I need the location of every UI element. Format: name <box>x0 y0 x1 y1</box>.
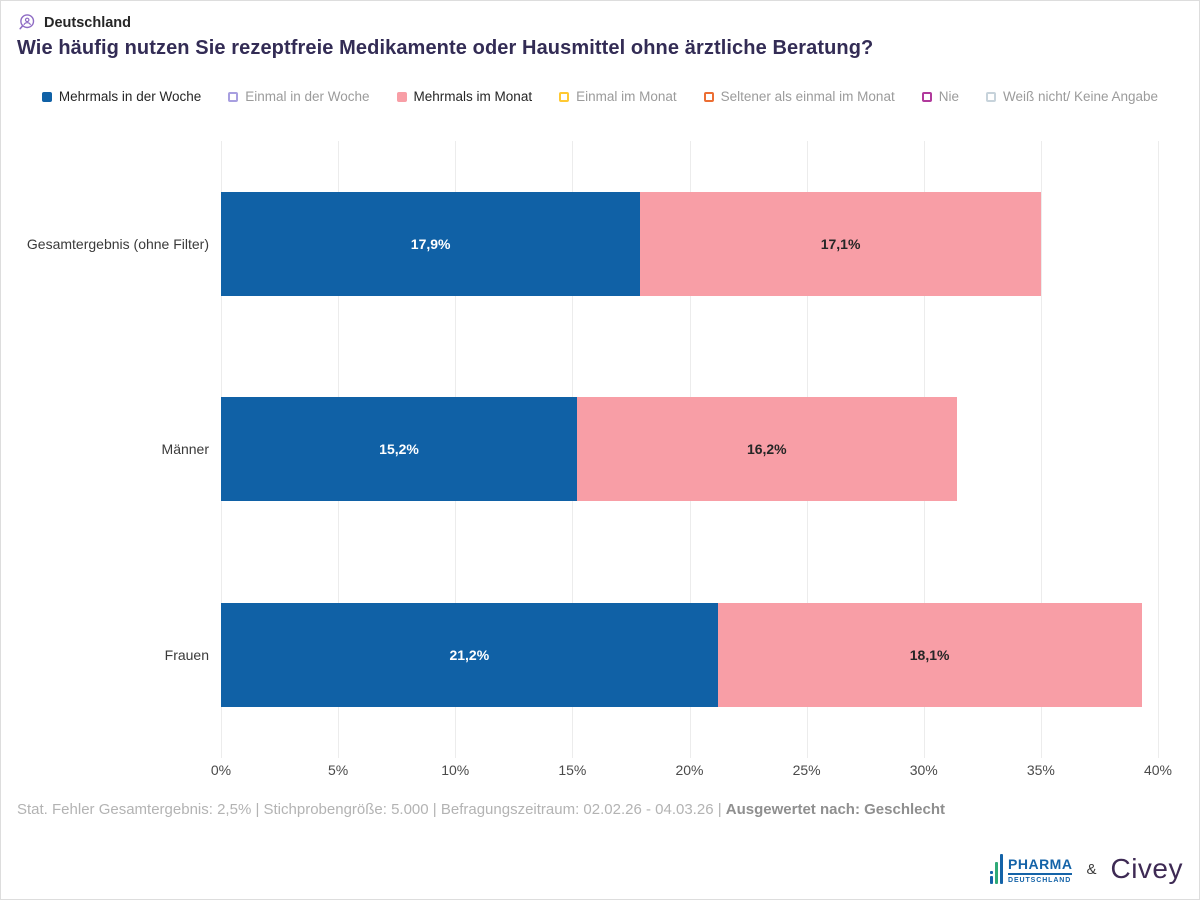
legend-label: Mehrmals in der Woche <box>58 89 202 104</box>
legend-swatch <box>921 91 932 102</box>
x-axis-tick-label: 40% <box>1143 762 1173 778</box>
bar-row: Männer 15,2% 16,2% <box>162 347 1158 553</box>
branding: PHARMA DEUTSCHLAND & Civey <box>990 853 1183 885</box>
bar-value-label: 17,9% <box>410 235 451 252</box>
survey-meta-line: Stat. Fehler Gesamtergebnis: 2,5% | Stic… <box>17 801 945 818</box>
pharma-bars-icon <box>990 854 1004 884</box>
bar-row: Gesamtergebnis (ohne Filter) 17,9% 17,1% <box>27 141 1158 347</box>
legend-swatch <box>985 91 996 102</box>
legend-item-5[interactable]: Nie <box>921 89 959 104</box>
x-axis-tick-label: 5% <box>328 762 349 778</box>
bar-track: 17,9% 17,1% <box>221 191 1158 296</box>
legend-swatch <box>703 91 714 102</box>
legend-item-3[interactable]: Einmal im Monat <box>559 89 677 104</box>
legend-item-1[interactable]: Einmal in der Woche <box>228 89 370 104</box>
legend-item-2[interactable]: Mehrmals im Monat <box>396 89 533 104</box>
person-search-icon <box>17 13 36 32</box>
page-title: Wie häufig nutzen Sie rezeptfreie Medika… <box>17 37 874 59</box>
bar-value-label: 18,1% <box>909 647 950 664</box>
category-label: Gesamtergebnis (ohne Filter) <box>26 235 209 252</box>
evaluated-by-text: Ausgewertet nach: Geschlecht <box>725 801 945 818</box>
bar-chart-plot-area: Gesamtergebnis (ohne Filter) 17,9% 17,1% Mä… <box>27 141 1159 758</box>
region-label: Deutschland <box>44 14 132 31</box>
bar-segment-1[interactable]: 18,1% <box>717 603 1142 708</box>
gridline <box>1040 141 1042 758</box>
bar-value-label: 17,1% <box>820 235 861 252</box>
x-axis-tick-label: 15% <box>558 762 587 778</box>
bar-segment-0[interactable]: 21,2% <box>221 603 718 708</box>
x-axis-tick-label: 10% <box>441 762 470 778</box>
civey-logo: Civey <box>1110 853 1183 884</box>
legend-label: Nie <box>938 89 959 104</box>
survey-stats-text: Stat. Fehler Gesamtergebnis: 2,5% | Stic… <box>17 801 726 818</box>
x-axis-tick-label: 35% <box>1026 762 1055 778</box>
bar-segment-0[interactable]: 17,9% <box>221 191 641 296</box>
bar-segment-1[interactable]: 16,2% <box>577 397 957 502</box>
x-axis: 0% 5% 10% 15% 20% 25% 30% 35% 40% <box>211 758 1172 782</box>
x-axis-tick-label: 25% <box>792 762 821 778</box>
x-axis-tick-label: 0% <box>210 762 232 778</box>
bar-segment-0[interactable]: 15,2% <box>221 397 578 502</box>
bar-track: 21,2% 18,1% <box>221 603 1158 708</box>
legend-label: Einmal in der Woche <box>245 89 370 104</box>
pharma-logo-subtext: DEUTSCHLAND <box>1008 877 1072 884</box>
bar-value-label: 21,2% <box>449 647 490 664</box>
x-axis-tick-label: 20% <box>675 762 704 778</box>
legend-label: Mehrmals im Monat <box>413 89 533 104</box>
gridline <box>1158 141 1159 758</box>
legend-label: Seltener als einmal im Monat <box>720 89 895 104</box>
legend-label: Weiß nicht/ Keine Angabe <box>1002 89 1159 104</box>
category-label: Männer <box>161 441 209 458</box>
bar-track: 15,2% 16,2% <box>221 397 1158 502</box>
bar-row: Frauen 21,2% 18,1% <box>165 552 1158 758</box>
bar-value-label: 16,2% <box>746 441 787 458</box>
bar-value-label: 15,2% <box>379 441 419 458</box>
x-axis-tick-label: 30% <box>909 762 938 778</box>
legend-item-0[interactable]: Mehrmals in der Woche <box>41 89 202 104</box>
legend: Mehrmals in der Woche Einmal in der Woche… <box>1 89 1199 104</box>
legend-swatch <box>41 91 52 102</box>
legend-swatch <box>228 91 239 102</box>
pharma-deutschland-logo: PHARMA DEUTSCHLAND <box>990 854 1073 884</box>
ampersand-text: & <box>1086 860 1097 878</box>
legend-item-4[interactable]: Seltener als einmal im Monat <box>703 89 895 104</box>
legend-swatch <box>396 91 407 102</box>
legend-label: Einmal im Monat <box>576 89 677 104</box>
region-filter[interactable]: Deutschland <box>17 13 131 32</box>
pharma-logo-text: PHARMA <box>1008 857 1073 875</box>
bar-segment-1[interactable]: 17,1% <box>640 191 1041 296</box>
legend-item-6[interactable]: Weiß nicht/ Keine Angabe <box>985 89 1159 104</box>
category-label: Frauen <box>164 647 209 664</box>
legend-swatch <box>559 91 570 102</box>
